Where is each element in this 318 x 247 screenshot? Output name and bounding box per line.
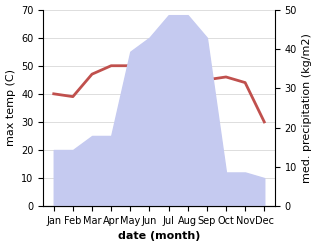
Y-axis label: max temp (C): max temp (C) <box>5 69 16 146</box>
Y-axis label: med. precipitation (kg/m2): med. precipitation (kg/m2) <box>302 33 313 183</box>
X-axis label: date (month): date (month) <box>118 231 200 242</box>
